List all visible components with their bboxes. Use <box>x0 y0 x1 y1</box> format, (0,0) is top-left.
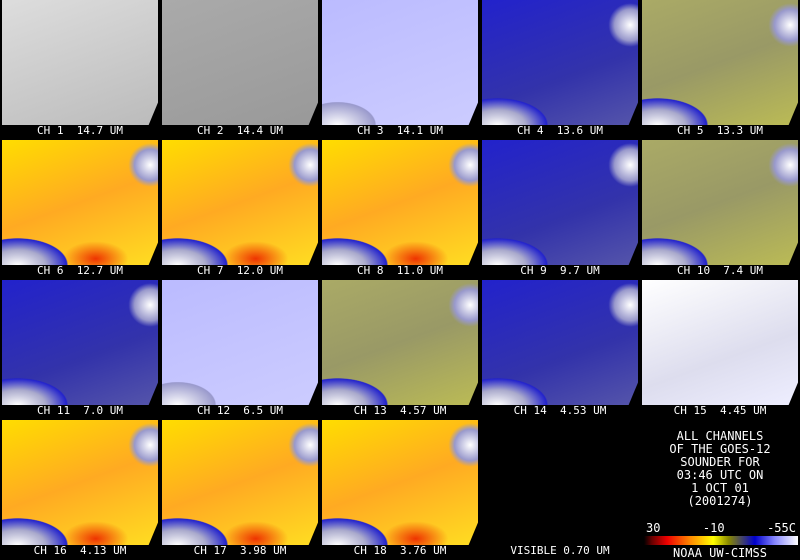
scale-label: -10 <box>702 521 725 535</box>
panel: CH 15 4.45 UM <box>642 280 798 420</box>
info-line: OF THE GOES-12 <box>669 442 771 456</box>
satellite-image <box>482 140 638 265</box>
satellite-image <box>322 280 478 405</box>
panel: CH 8 11.0 UM <box>322 140 478 280</box>
panel: CH 10 7.4 UM <box>642 140 798 280</box>
panel-label: CH 15 4.45 UM <box>673 404 767 417</box>
satellite-image <box>162 280 318 405</box>
info-line: (2001274) <box>687 494 753 508</box>
panel-label: CH 3 14.1 UM <box>356 124 444 137</box>
panel-label: VISIBLE 0.70 UM <box>510 544 610 557</box>
panel: CH 1 14.7 UM <box>2 0 158 140</box>
info-line: 1 OCT 01 <box>691 481 749 495</box>
panel: CH 14 4.53 UM <box>482 280 638 420</box>
panel: CH 17 3.98 UM <box>162 420 318 560</box>
panel-label: CH 14 4.53 UM <box>513 404 607 417</box>
satellite-image <box>482 0 638 125</box>
satellite-image <box>322 140 478 265</box>
satellite-image <box>2 140 158 265</box>
satellite-image <box>482 280 638 405</box>
satellite-image <box>2 420 158 545</box>
panel: CH 16 4.13 UM <box>2 420 158 560</box>
panel-label: CH 18 3.76 UM <box>353 544 447 557</box>
panel: CH 4 13.6 UM <box>482 0 638 140</box>
panel-label: CH 1 14.7 UM <box>36 124 124 137</box>
panel-label: CH 8 11.0 UM <box>356 264 444 277</box>
satellite-image <box>162 420 318 545</box>
scale-labels: 30 -10 -55C <box>646 521 796 535</box>
panel: CH 5 13.3 UM <box>642 0 798 140</box>
panel-label: CH 10 7.4 UM <box>676 264 764 277</box>
panel-label: CH 13 4.57 UM <box>353 404 447 417</box>
info-line: 03:46 UTC ON <box>676 468 764 482</box>
panel: CH 3 14.1 UM <box>322 0 478 140</box>
panel-label: CH 6 12.7 UM <box>36 264 124 277</box>
panel-label: CH 11 7.0 UM <box>36 404 124 417</box>
scale-label: 30 <box>646 521 661 535</box>
satellite-image <box>2 0 158 125</box>
satellite-image <box>322 0 478 125</box>
panel-label: CH 16 4.13 UM <box>33 544 127 557</box>
panel: CH 6 12.7 UM <box>2 140 158 280</box>
panel: CH 12 6.5 UM <box>162 280 318 420</box>
satellite-image <box>482 420 638 545</box>
panel: CH 18 3.76 UM <box>322 420 478 560</box>
panel-label: CH 5 13.3 UM <box>676 124 764 137</box>
panel: CH 2 14.4 UM <box>162 0 318 140</box>
satellite-image <box>322 420 478 545</box>
satellite-image <box>2 280 158 405</box>
panel-label: CH 12 6.5 UM <box>196 404 284 417</box>
satellite-image <box>162 0 318 125</box>
panel-label: CH 17 3.98 UM <box>193 544 287 557</box>
panel-label: CH 4 13.6 UM <box>516 124 604 137</box>
scale-label: -55C <box>767 521 796 535</box>
panel: VISIBLE 0.70 UM <box>482 420 638 560</box>
panel: CH 9 9.7 UM <box>482 140 638 280</box>
panel: CH 13 4.57 UM <box>322 280 478 420</box>
panel: CH 11 7.0 UM <box>2 280 158 420</box>
satellite-image <box>162 140 318 265</box>
satellite-image <box>642 140 798 265</box>
info-block: ALL CHANNELS OF THE GOES-12 SOUNDER FOR 03:… <box>640 430 800 508</box>
info-line: ALL CHANNELS <box>676 429 764 443</box>
panel-label: CH 9 9.7 UM <box>520 264 600 277</box>
panel: CH 7 12.0 UM <box>162 140 318 280</box>
credit: NOAA UW-CIMSS <box>673 546 767 560</box>
satellite-image <box>642 280 798 405</box>
satellite-image <box>642 0 798 125</box>
color-bar <box>644 536 798 545</box>
info-line: SOUNDER FOR <box>680 455 760 469</box>
panel-label: CH 7 12.0 UM <box>196 264 284 277</box>
panel-label: CH 2 14.4 UM <box>196 124 284 137</box>
